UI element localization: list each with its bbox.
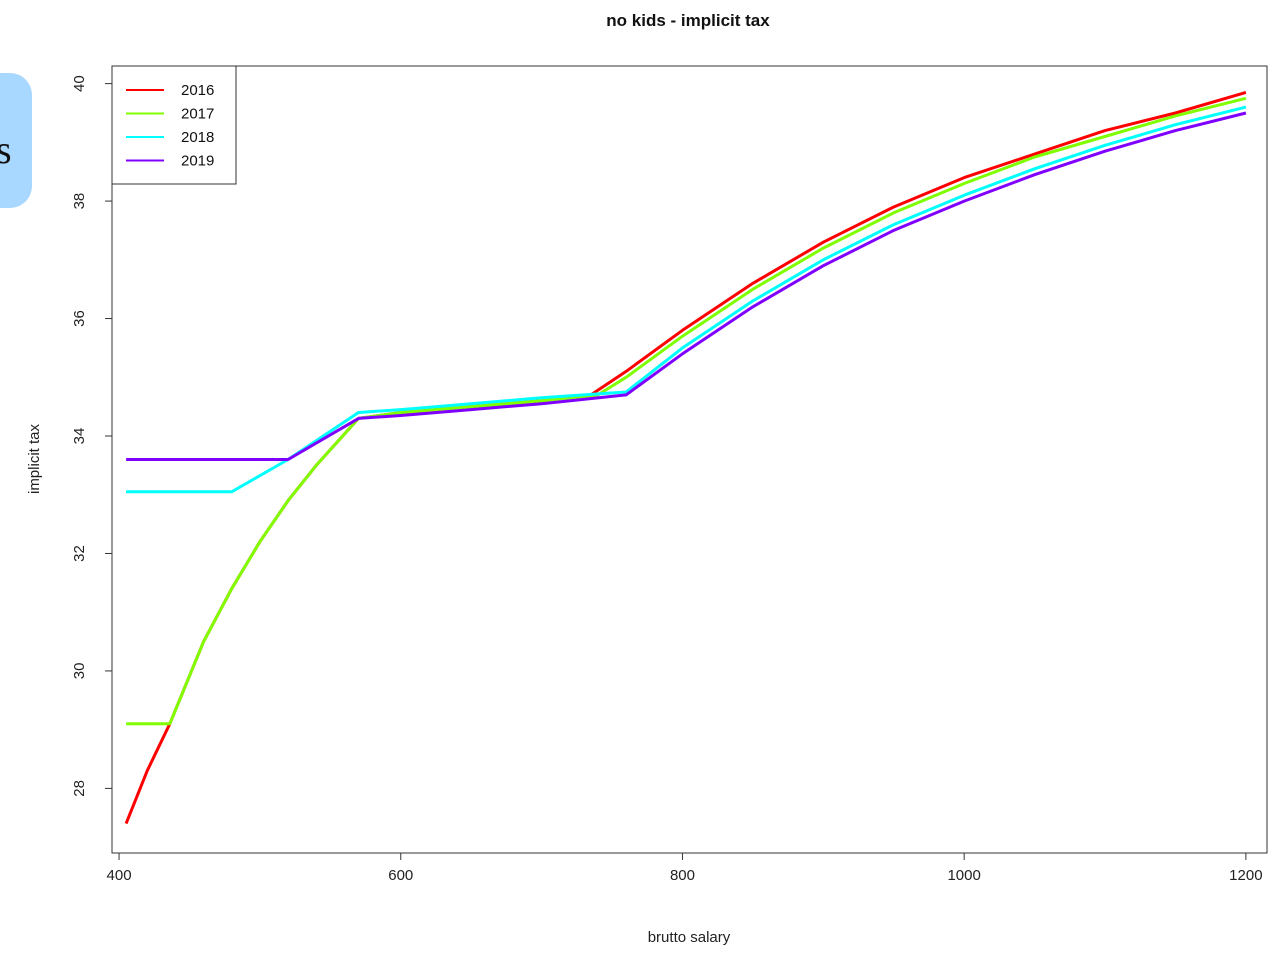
legend-box [111,65,237,185]
legend-label-2017: 2017 [181,106,214,123]
x-tick-label: 1000 [947,867,980,884]
y-tick-label: 36 [71,310,88,327]
legend-label-2018: 2018 [181,129,214,146]
series-line-2016 [124,90,1247,825]
x-tick-label: 1200 [1229,867,1262,884]
series-line-2019 [126,111,1247,461]
series-line-2018 [126,105,1247,494]
x-tick-label: 800 [670,867,695,884]
plot-frame [111,65,1268,854]
x-axis-title: brutto salary [648,929,731,946]
y-axis: 28 30 32 34 36 38 40 [71,75,112,797]
y-tick-label: 28 [71,780,88,797]
x-tick-label: 600 [388,867,413,884]
side-tab [0,73,32,208]
legend-label-2016: 2016 [181,82,214,99]
y-tick-label: 30 [71,663,88,680]
y-tick-label: 38 [71,193,88,210]
y-tick-label: 32 [71,545,88,562]
x-tick-label: 400 [107,867,132,884]
chart-title: no kids - implicit tax [606,11,770,30]
x-axis: 400 600 800 1000 1200 [107,853,1263,884]
legend-label-2019: 2019 [181,153,214,170]
series-line-2017 [126,96,1247,726]
side-tab-letter: s [0,127,12,172]
y-axis-title: implicit tax [26,423,43,494]
y-tick-label: 40 [71,75,88,92]
y-tick-label: 34 [71,428,88,445]
legend: 2016 2017 2018 2019 [111,65,237,185]
series-layer [124,90,1247,825]
